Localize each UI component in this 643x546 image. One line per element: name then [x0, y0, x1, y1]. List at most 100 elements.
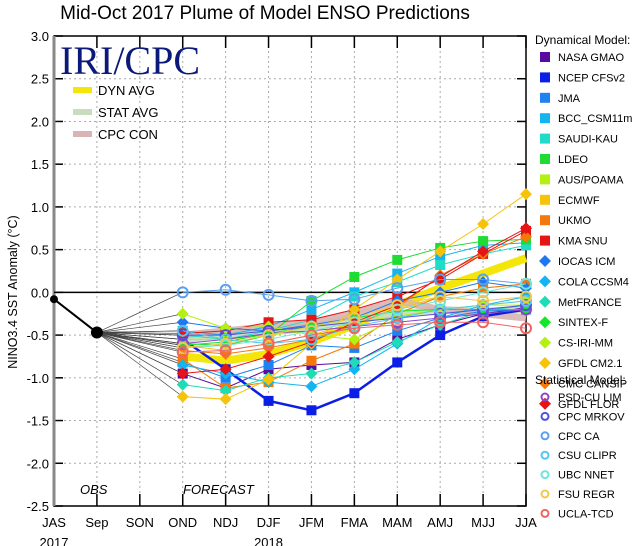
- data-point: [478, 236, 489, 247]
- data-point: [219, 344, 232, 357]
- obs-annotation: OBS: [80, 482, 108, 497]
- x-tick-label: OND: [168, 515, 197, 530]
- data-point: [262, 288, 275, 301]
- legend-label: CS-IRI-MM: [558, 338, 613, 350]
- axes: [52, 35, 527, 507]
- legend-marker: [540, 194, 550, 205]
- fan-line: [96, 332, 183, 349]
- fan-line: [96, 332, 183, 363]
- x-tick-label: MJJ: [471, 515, 495, 530]
- y-axis-label: NINO3.4 SST Anomaly (°C): [6, 215, 20, 368]
- y-tick-label: 2.0: [31, 114, 49, 129]
- legend-label: PSD-CU LIM: [558, 392, 622, 404]
- legend-marker: [540, 92, 550, 103]
- y-tick-label: -2.5: [27, 499, 49, 514]
- x-tick-label: Sep: [85, 515, 108, 530]
- legend-marker: [540, 52, 550, 62]
- data-point: [391, 273, 404, 286]
- series-cpc-ca: [176, 273, 532, 307]
- data-point: [391, 299, 404, 312]
- legend-label: CMC CANSIP: [558, 378, 627, 390]
- x-tick-label: JFM: [299, 515, 324, 530]
- data-point: [520, 230, 532, 243]
- legend-label: UKMO: [558, 215, 591, 227]
- data-point: [520, 294, 532, 307]
- fan-line: [96, 332, 183, 340]
- data-point: [305, 294, 318, 307]
- legend-label: CPC MRKOV: [558, 411, 625, 423]
- data-point: [177, 328, 188, 339]
- x-tick-label: MAM: [382, 515, 412, 530]
- model-legend: Dynamical Model: NASA GMAO NCEP CFSv2 JMA BC…: [535, 33, 632, 520]
- fan-line: [96, 330, 183, 333]
- data-point: [520, 188, 532, 201]
- legend-label: MetFRANCE: [558, 297, 622, 309]
- y-tick-label: -1.5: [27, 414, 49, 429]
- data-point: [262, 337, 275, 350]
- legend-label: KMA SNU: [558, 236, 608, 248]
- data-point: [348, 303, 361, 316]
- data-point: [477, 286, 490, 299]
- data-point: [434, 303, 447, 316]
- fan-line: [96, 332, 183, 374]
- legend-label: BCC_CSM11m: [558, 113, 632, 125]
- data-point: [520, 299, 532, 312]
- data-point: [176, 346, 189, 359]
- data-point: [305, 329, 318, 342]
- legend-label: LDEO: [558, 154, 588, 166]
- data-point: [392, 357, 403, 368]
- legend-marker: [540, 215, 550, 226]
- series-ucla-tcd: [176, 316, 532, 359]
- legend-marker: [540, 431, 550, 441]
- legend-marker: [540, 113, 550, 124]
- x-tick-label: DJF: [257, 515, 281, 530]
- legend-marker: [540, 174, 550, 185]
- data-point: [434, 307, 447, 320]
- data-point: [348, 293, 361, 306]
- data-point: [435, 260, 446, 271]
- data-point: [176, 329, 189, 342]
- fan-line: [96, 332, 183, 385]
- data-point: [391, 303, 404, 316]
- fan-line: [96, 313, 183, 333]
- data-point: [434, 312, 447, 324]
- y-tick-label: -2.0: [27, 456, 49, 471]
- data-point: [176, 341, 189, 354]
- legend-marker: [539, 397, 551, 410]
- legend-label: SAUDI-KAU: [558, 134, 618, 146]
- data-point: [348, 356, 361, 369]
- y-tick-labels: 3.0 2.5 2.0 1.5 1.0 0.5 0.0 -0.5 -1.0 -1.5 -2.0 -2.…: [27, 29, 49, 514]
- observed-point: [90, 326, 103, 339]
- data-point: [262, 373, 275, 386]
- iri-cpc-logo: IRI/CPC: [60, 38, 200, 83]
- y-tick-label: 1.5: [31, 157, 49, 172]
- legend-label: FSU REGR: [558, 489, 615, 501]
- data-point: [305, 333, 318, 346]
- legend-marker: [539, 357, 551, 369]
- legend-marker: [540, 154, 550, 164]
- data-point: [306, 304, 317, 315]
- data-point: [348, 322, 361, 335]
- data-point: [262, 333, 275, 346]
- legend-marker: [540, 470, 550, 480]
- data-point: [477, 303, 490, 316]
- data-point: [434, 290, 447, 303]
- data-point: [219, 337, 232, 350]
- legend-marker: [540, 508, 550, 518]
- data-point: [263, 395, 274, 406]
- data-point: [262, 324, 275, 337]
- series-gfdl-cm2-1: [176, 188, 532, 406]
- data-point: [219, 363, 232, 376]
- chart-title: Mid-Oct 2017 Plume of Model ENSO Predict…: [60, 3, 470, 24]
- data-point: [306, 355, 317, 366]
- legend-label: GFDL CM2.1: [558, 358, 622, 370]
- avg-legend-label: DYN AVG: [98, 83, 155, 98]
- data-point: [305, 324, 318, 337]
- data-point: [348, 363, 361, 376]
- legend-marker: [539, 275, 551, 288]
- data-point: [176, 316, 189, 329]
- legend-label: CSU CLIPR: [558, 450, 617, 462]
- data-point: [176, 359, 189, 371]
- y-tick-label: -1.0: [27, 371, 49, 386]
- data-point: [521, 240, 531, 251]
